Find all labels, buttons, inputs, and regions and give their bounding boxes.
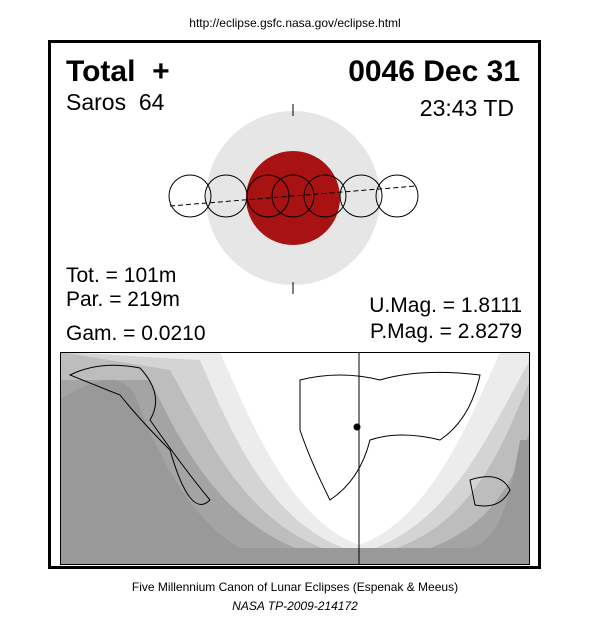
reference: NASA TP-2009-214172 — [232, 599, 358, 613]
gamma: Gam. = 0.0210 — [66, 322, 206, 345]
umbral-magnitude: U.Mag. = 1.8111 — [369, 294, 522, 317]
partial-duration: Par. = 219m — [66, 288, 180, 311]
saros: Saros 64 — [66, 89, 165, 115]
canon-credit: Five Millennium Canon of Lunar Eclipses … — [132, 580, 458, 594]
eclipse-date: 0046 Dec 31 — [348, 55, 520, 88]
time: 23:43 TD — [420, 95, 514, 121]
shadow-diagram — [168, 104, 419, 294]
url: http://eclipse.gsfc.nasa.gov/eclipse.htm… — [189, 16, 400, 30]
penumbral-magnitude: P.Mag. = 2.8279 — [370, 320, 522, 343]
total-duration: Tot. = 101m — [66, 264, 176, 287]
world-map — [60, 352, 530, 565]
umbra — [246, 151, 340, 245]
eclipse-type: Total + — [66, 55, 170, 88]
moon-positions — [168, 174, 419, 218]
moon-path — [169, 185, 417, 207]
